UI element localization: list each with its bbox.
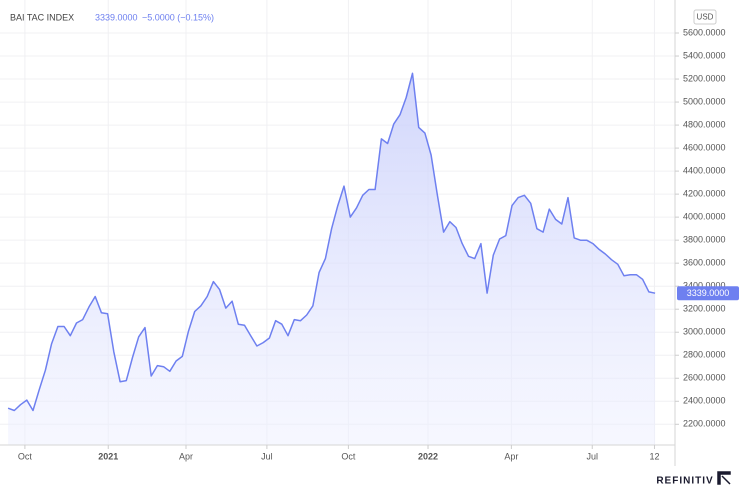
y-tick-label: 3000.0000 <box>683 327 726 337</box>
y-tick-label: 3800.0000 <box>683 235 726 245</box>
y-tick-label: 2400.0000 <box>683 396 726 406</box>
x-tick-label: Jul <box>261 451 273 461</box>
y-tick-label: 5400.0000 <box>683 50 726 60</box>
x-tick-label: Apr <box>504 451 518 461</box>
y-tick-label: 3200.0000 <box>683 304 726 314</box>
change: −5.0000 (−0.15%) <box>142 12 214 22</box>
y-tick-label: 2600.0000 <box>683 373 726 383</box>
y-tick-label: 4400.0000 <box>683 165 726 175</box>
x-tick-label: Oct <box>18 451 33 461</box>
axes: 2200.0000 2400.0000 2600.0000 2800.0000 3000… <box>18 27 739 461</box>
brand-logo <box>717 471 731 485</box>
last-value-badge <box>677 286 739 301</box>
y-tick-label: 4200.0000 <box>683 189 726 199</box>
price: 3339.0000 <box>95 12 138 22</box>
y-tick-label: 4600.0000 <box>683 142 726 152</box>
x-tick-label: 2021 <box>98 451 118 461</box>
y-tick-label: 4800.0000 <box>683 119 726 129</box>
series-line <box>7 72 656 412</box>
x-tick-label: Oct <box>341 451 356 461</box>
y-tick-label: 2800.0000 <box>683 350 726 360</box>
brand: REFINITIV <box>656 476 713 487</box>
x-tick-label: Apr <box>179 451 193 461</box>
y-tick-label: 5000.0000 <box>683 96 726 106</box>
area-fill <box>8 73 656 446</box>
y-tick-label: 3600.0000 <box>683 258 726 268</box>
plot <box>7 72 656 446</box>
currency-box[interactable] <box>693 9 717 25</box>
y-tick-label: 5200.0000 <box>683 73 726 83</box>
y-tick-label: 3400.0000 <box>683 281 726 291</box>
y-tick-label: 2200.0000 <box>683 419 726 429</box>
last-value-label: 3339.0000 <box>687 288 730 298</box>
currency[interactable]: USD <box>697 13 714 22</box>
x-tick-label: 2022 <box>418 451 438 461</box>
x-tick-label: Jul <box>587 451 599 461</box>
y-tick-label: 5600.0000 <box>683 27 726 37</box>
y-tick-label: 4000.0000 <box>683 212 726 222</box>
chart-title: BAI TAC INDEX <box>10 12 74 22</box>
x-tick-label: 12 <box>649 451 659 461</box>
